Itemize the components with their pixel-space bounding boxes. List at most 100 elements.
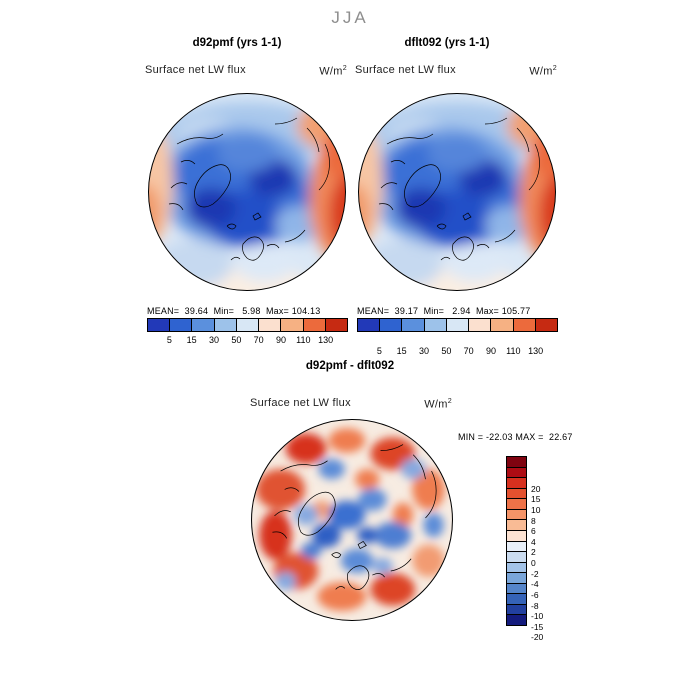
colorbar-tick-label: 4 bbox=[531, 536, 536, 547]
field-blob bbox=[374, 522, 412, 549]
field-blob bbox=[367, 240, 443, 288]
colorbar-tick-label: 70 bbox=[463, 346, 474, 356]
map-outline bbox=[148, 93, 346, 291]
colorbar-segment bbox=[192, 319, 215, 331]
colorbar-segment bbox=[507, 562, 526, 574]
colorbar-segment bbox=[507, 573, 526, 584]
units-label: W/m2 bbox=[424, 397, 452, 411]
field-blob bbox=[396, 188, 446, 228]
panel-right-label-row: Surface net LW flux W/m2 bbox=[355, 64, 557, 78]
colorbar-tick-label: 6 bbox=[531, 526, 536, 537]
colorbar-segment bbox=[507, 457, 526, 468]
colorbar-left bbox=[147, 318, 348, 332]
colorbar-tick-label: 8 bbox=[531, 515, 536, 526]
colorbar-segment bbox=[236, 319, 260, 331]
colorbar-segment bbox=[325, 319, 347, 331]
colorbar-segment bbox=[491, 319, 514, 331]
field-blob bbox=[301, 542, 322, 559]
coastline bbox=[452, 236, 474, 261]
field-blob bbox=[358, 124, 383, 244]
coastline bbox=[335, 573, 385, 590]
coastline bbox=[226, 223, 237, 230]
colorbar-tick-label: -2 bbox=[531, 568, 539, 579]
coastline bbox=[230, 244, 280, 261]
units-base: W/m bbox=[319, 65, 343, 78]
coastline bbox=[390, 558, 412, 572]
colorbar-segment bbox=[507, 467, 526, 479]
colorbar-tick-label: -15 bbox=[531, 621, 544, 632]
diff-label-row: Surface net LW flux W/m2 bbox=[250, 397, 452, 411]
units-exponent: 2 bbox=[447, 397, 452, 405]
panel-left-stats: MEAN= 39.64 Min= 5.98 Max= 104.13 bbox=[147, 306, 321, 316]
colorbar-segment bbox=[535, 319, 557, 331]
colorbar-tick-label: 10 bbox=[531, 504, 541, 515]
colorbar-segment bbox=[380, 319, 403, 331]
colorbar-segment bbox=[513, 319, 536, 331]
coastline bbox=[331, 552, 342, 559]
colorbar-segment bbox=[507, 594, 526, 605]
map-outline bbox=[251, 419, 453, 621]
colorbar-segment bbox=[507, 615, 526, 625]
colorbar-tick-label: 70 bbox=[253, 335, 264, 345]
colorbar-segment bbox=[358, 319, 381, 331]
colorbar-tick-label: 30 bbox=[208, 335, 219, 345]
colorbar-segment bbox=[303, 319, 326, 331]
units-exponent: 2 bbox=[342, 64, 347, 72]
field-blob bbox=[340, 548, 374, 574]
season-title: JJA bbox=[331, 8, 369, 27]
field-blob bbox=[372, 557, 393, 575]
coastline bbox=[462, 212, 472, 221]
coastline bbox=[168, 160, 196, 211]
field-blob bbox=[507, 104, 556, 148]
colorbar-diff-ticks: 20 15 10 8 6 4 2 0 -2 -4 -6 -8 -10 -15 -20 bbox=[531, 478, 557, 648]
colorbar-tick-label: 50 bbox=[441, 346, 452, 356]
colorbar-tick-label: 130 bbox=[318, 335, 334, 345]
field-blob bbox=[157, 240, 233, 288]
colorbar-tick-label: 110 bbox=[506, 346, 521, 356]
colorbar-right-ticks: 5 15 30 50 70 90 110 130 bbox=[357, 346, 558, 357]
diff-minmax: MIN = -22.03 MAX = 22.67 bbox=[458, 432, 573, 442]
colorbar-tick-label: 110 bbox=[296, 335, 311, 345]
diff-title: d92pmf - dflt092 bbox=[305, 360, 395, 372]
field-blob bbox=[312, 523, 341, 548]
units-label: W/m2 bbox=[529, 64, 557, 78]
units-exponent: 2 bbox=[552, 64, 557, 72]
coastline bbox=[242, 236, 264, 261]
map-outline bbox=[358, 93, 556, 291]
field-blob bbox=[318, 458, 345, 480]
colorbar-tick-label: 20 bbox=[531, 483, 541, 494]
field-blob bbox=[400, 458, 426, 480]
colorbar-segment bbox=[507, 478, 526, 489]
colorbar-tick-label: -10 bbox=[531, 611, 544, 622]
colorbar-tick-label: 2 bbox=[531, 547, 536, 558]
colorbar-segment bbox=[281, 319, 304, 331]
field-blob bbox=[293, 504, 319, 526]
coastline bbox=[380, 444, 437, 519]
colorbar-segment bbox=[446, 319, 470, 331]
field-blob bbox=[412, 469, 445, 510]
units-base: W/m bbox=[424, 398, 448, 411]
field-blob bbox=[423, 512, 444, 538]
panel-right-title: dflt092 (yrs 1-1) bbox=[404, 37, 490, 49]
field-blob bbox=[217, 136, 277, 172]
coastline bbox=[274, 117, 330, 191]
coastline bbox=[194, 164, 231, 208]
field-blob bbox=[370, 573, 416, 606]
field-label: Surface net LW flux bbox=[145, 64, 246, 76]
colorbar-segment bbox=[402, 319, 425, 331]
colorbar-segment bbox=[507, 541, 526, 553]
field-label: Surface net LW flux bbox=[250, 397, 351, 409]
field-blob bbox=[412, 544, 445, 578]
field-blob bbox=[256, 469, 306, 510]
field-blob bbox=[186, 188, 236, 228]
colorbar-left-ticks: 5 15 30 50 70 90 110 130 bbox=[147, 335, 348, 346]
coastline bbox=[386, 133, 434, 145]
colorbar-tick-label: 15 bbox=[531, 494, 541, 505]
panel-left-title: d92pmf (yrs 1-1) bbox=[192, 37, 282, 49]
colorbar-tick-label: -4 bbox=[531, 579, 539, 590]
field-blob bbox=[328, 428, 366, 453]
coastline bbox=[252, 212, 262, 221]
colorbar-segment bbox=[259, 319, 282, 331]
colorbar-segment bbox=[469, 319, 492, 331]
